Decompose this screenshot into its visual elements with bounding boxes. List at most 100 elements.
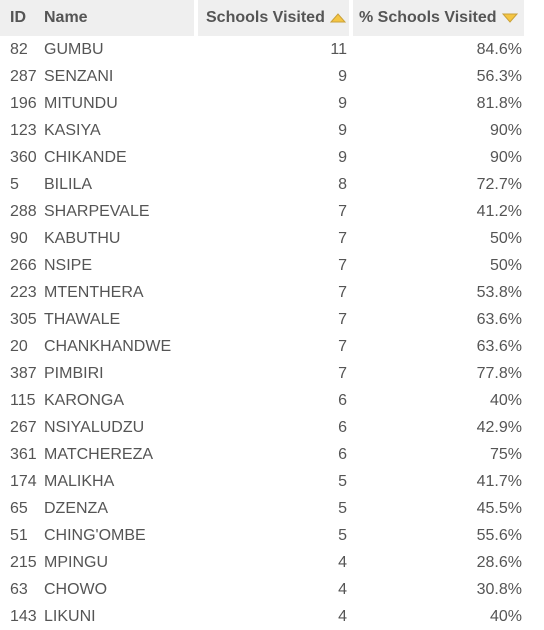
- cell-pct-schools-visited: 81.8%: [476, 94, 522, 112]
- table-row: 65 DZENZA 5 45.5%: [0, 495, 544, 522]
- cell-id: 267: [10, 418, 37, 436]
- cell-schools-visited: 7: [338, 337, 347, 355]
- cell-name: KASIYA: [44, 121, 101, 139]
- cell-id: 287: [10, 67, 37, 85]
- cell-name: MTENTHERA: [44, 283, 144, 301]
- cell-pct-schools-visited: 50%: [489, 229, 522, 247]
- cell-id: 288: [10, 202, 37, 220]
- table-row: 360 CHIKANDE 9 90%: [0, 144, 544, 171]
- header-gap: [524, 0, 544, 36]
- cell-schools-visited: 7: [338, 364, 347, 382]
- column-header-pct-schools-visited[interactable]: % Schools Visited: [353, 0, 524, 36]
- cell-schools-visited: 5: [338, 526, 347, 544]
- column-header-schools-visited[interactable]: Schools Visited: [198, 0, 349, 36]
- cell-name: PIMBIRI: [44, 364, 104, 382]
- cell-id: 266: [10, 256, 37, 274]
- cell-pct-schools-visited: 56.3%: [476, 67, 522, 85]
- cell-schools-visited: 9: [338, 94, 347, 112]
- cell-schools-visited: 7: [338, 283, 347, 301]
- cell-name: GUMBU: [44, 40, 104, 58]
- cell-schools-visited: 4: [338, 607, 347, 625]
- cell-pct-schools-visited: 75%: [489, 445, 522, 463]
- table-row: 63 CHOWO 4 30.8%: [0, 576, 544, 603]
- cell-pct-schools-visited: 28.6%: [476, 553, 522, 571]
- cell-schools-visited: 6: [338, 418, 347, 436]
- cell-name: THAWALE: [44, 310, 121, 328]
- cell-id: 223: [10, 283, 37, 301]
- cell-id: 174: [10, 472, 37, 490]
- cell-id: 143: [10, 607, 37, 625]
- cell-name: DZENZA: [44, 499, 108, 517]
- cell-pct-schools-visited: 72.7%: [476, 175, 522, 193]
- header-gap: [349, 0, 353, 36]
- cell-pct-schools-visited: 30.8%: [476, 580, 522, 598]
- cell-id: 215: [10, 553, 37, 571]
- cell-name: SENZANI: [44, 67, 114, 85]
- cell-pct-schools-visited: 41.7%: [476, 472, 522, 490]
- cell-schools-visited: 7: [338, 202, 347, 220]
- table-row: 266 NSIPE 7 50%: [0, 252, 544, 279]
- cell-id: 82: [10, 40, 28, 58]
- column-header-schools-visited-label: Schools Visited: [206, 9, 325, 26]
- column-header-id-label: ID: [10, 9, 26, 26]
- cell-schools-visited: 9: [338, 121, 347, 139]
- sort-ascending-icon[interactable]: [329, 12, 347, 24]
- cell-pct-schools-visited: 90%: [489, 121, 522, 139]
- cell-name: MPINGU: [44, 553, 108, 571]
- cell-schools-visited: 6: [338, 391, 347, 409]
- table-row: 5 BILILA 8 72.7%: [0, 171, 544, 198]
- cell-name: MITUNDU: [44, 94, 118, 112]
- table-row: 115 KARONGA 6 40%: [0, 387, 544, 414]
- cell-pct-schools-visited: 40%: [489, 607, 522, 625]
- table-row: 305 THAWALE 7 63.6%: [0, 306, 544, 333]
- cell-id: 387: [10, 364, 37, 382]
- header-gap: [194, 0, 198, 36]
- cell-name: KABUTHU: [44, 229, 121, 247]
- cell-schools-visited: 6: [338, 445, 347, 463]
- column-header-id[interactable]: ID: [0, 0, 38, 36]
- cell-pct-schools-visited: 40%: [489, 391, 522, 409]
- cell-id: 115: [10, 391, 36, 409]
- table-row: 143 LIKUNI 4 40%: [0, 603, 544, 630]
- cell-schools-visited: 4: [338, 553, 347, 571]
- cell-id: 196: [10, 94, 37, 112]
- cell-id: 63: [10, 580, 28, 598]
- column-header-name[interactable]: Name: [38, 0, 194, 36]
- cell-pct-schools-visited: 42.9%: [476, 418, 522, 436]
- table-row: 174 MALIKHA 5 41.7%: [0, 468, 544, 495]
- cell-pct-schools-visited: 77.8%: [476, 364, 522, 382]
- column-header-name-label: Name: [44, 9, 88, 26]
- cell-name: NSIPE: [44, 256, 93, 274]
- cell-id: 20: [10, 337, 28, 355]
- cell-name: MALIKHA: [44, 472, 115, 490]
- cell-name: MATCHEREZA: [44, 445, 154, 463]
- cell-schools-visited: 5: [338, 472, 347, 490]
- cell-name: CHANKHANDWE: [44, 337, 172, 355]
- cell-schools-visited: 11: [330, 40, 347, 58]
- sort-descending-icon[interactable]: [501, 12, 519, 24]
- cell-id: 123: [10, 121, 37, 139]
- table-row: 267 NSIYALUDZU 6 42.9%: [0, 414, 544, 441]
- table-row: 287 SENZANI 9 56.3%: [0, 63, 544, 90]
- cell-name: SHARPEVALE: [44, 202, 150, 220]
- cell-name: NSIYALUDZU: [44, 418, 145, 436]
- cell-name: CHIKANDE: [44, 148, 127, 166]
- cell-schools-visited: 9: [338, 148, 347, 166]
- cell-pct-schools-visited: 63.6%: [476, 310, 522, 328]
- table-body: 82 GUMBU 11 84.6% 287 SENZANI 9 56.3% 196 MITUNDU…: [0, 36, 544, 630]
- cell-pct-schools-visited: 41.2%: [476, 202, 522, 220]
- cell-name: CHING'OMBE: [44, 526, 146, 544]
- cell-schools-visited: 5: [338, 499, 347, 517]
- table-row: 387 PIMBIRI 7 77.8%: [0, 360, 544, 387]
- cell-id: 51: [10, 526, 28, 544]
- cell-schools-visited: 8: [338, 175, 347, 193]
- cell-pct-schools-visited: 50%: [489, 256, 522, 274]
- table-row: 288 SHARPEVALE 7 41.2%: [0, 198, 544, 225]
- cell-schools-visited: 9: [338, 67, 347, 85]
- cell-pct-schools-visited: 45.5%: [476, 499, 522, 517]
- cell-id: 5: [10, 175, 19, 193]
- cell-id: 65: [10, 499, 28, 517]
- cell-id: 90: [10, 229, 28, 247]
- cell-name: CHOWO: [44, 580, 108, 598]
